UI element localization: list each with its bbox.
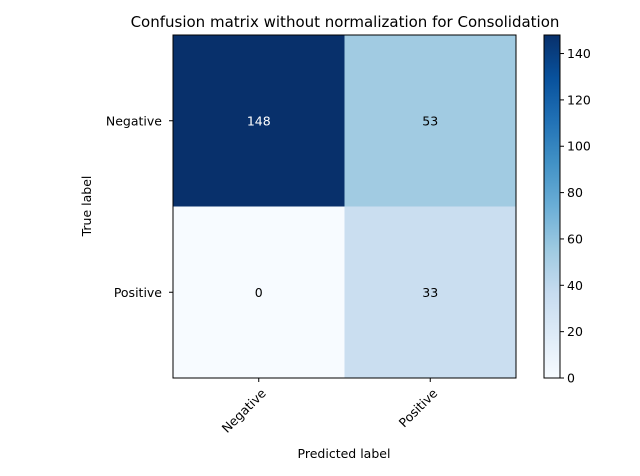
chart-title: Confusion matrix without normalization f…	[131, 13, 560, 31]
matrix-cells	[173, 35, 516, 378]
colorbar-tick-label: 100	[567, 139, 591, 154]
colorbar-tick-label: 140	[567, 46, 591, 61]
x-axis-label: Predicted label	[298, 446, 391, 461]
y-axis-label: True label	[79, 176, 94, 238]
colorbar-ticks: 0 20 40 60 80 100 120 140	[560, 46, 591, 386]
y-axis: Negative Positive	[106, 113, 173, 300]
cell-value-label: 148	[247, 113, 271, 128]
matrix-cell	[344, 35, 516, 207]
colorbar-tick-label: 60	[567, 231, 583, 246]
y-tick-label: Negative	[106, 113, 162, 128]
matrix-cell-labels: 148 53 0 33	[247, 113, 438, 300]
colorbar-tick-label: 0	[567, 371, 575, 386]
colorbar	[543, 34, 561, 379]
x-tick-label: Negative	[219, 385, 269, 435]
cell-value-label: 53	[422, 113, 438, 128]
x-tick-label: Positive	[396, 385, 441, 430]
colorbar-tick-label: 40	[567, 278, 583, 293]
matrix-cell	[173, 35, 345, 207]
matrix-cell	[344, 206, 516, 378]
y-tick-label: Positive	[114, 285, 162, 300]
colorbar-tick-label: 80	[567, 185, 583, 200]
cell-value-label: 33	[422, 285, 438, 300]
plot-frame	[172, 34, 517, 379]
matrix-cell	[173, 206, 345, 378]
x-axis: Negative Positive	[219, 378, 441, 436]
colorbar-tick-label: 20	[567, 324, 583, 339]
cell-value-label: 0	[255, 285, 263, 300]
colorbar-tick-label: 120	[567, 92, 591, 107]
